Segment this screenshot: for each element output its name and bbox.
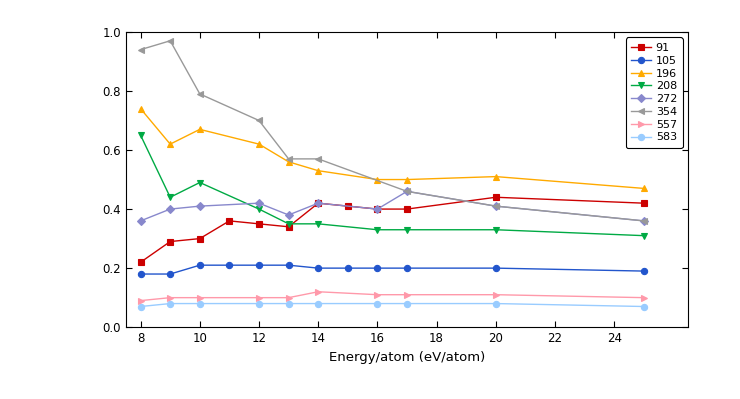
- 583: [314, 301, 323, 306]
- 272: [255, 201, 263, 205]
- 105: [491, 266, 500, 271]
- 196: [639, 186, 648, 191]
- 196: [491, 174, 500, 179]
- 208: [403, 227, 411, 232]
- Line: 557: 557: [138, 288, 647, 304]
- 583: [195, 301, 204, 306]
- Line: 354: 354: [138, 38, 647, 224]
- 196: [255, 142, 263, 146]
- 91: [639, 201, 648, 205]
- 354: [255, 118, 263, 123]
- 196: [195, 127, 204, 132]
- 583: [255, 301, 263, 306]
- 272: [314, 201, 323, 205]
- 272: [491, 204, 500, 209]
- 105: [195, 263, 204, 268]
- 272: [403, 189, 411, 194]
- 354: [314, 156, 323, 161]
- 105: [403, 266, 411, 271]
- 208: [639, 233, 648, 238]
- 196: [403, 177, 411, 182]
- 105: [284, 263, 293, 268]
- 196: [314, 168, 323, 173]
- 583: [491, 301, 500, 306]
- 583: [136, 304, 145, 309]
- Line: 272: 272: [138, 188, 647, 224]
- 196: [166, 142, 175, 146]
- Line: 208: 208: [138, 132, 647, 239]
- 354: [195, 91, 204, 96]
- 105: [639, 269, 648, 273]
- 557: [373, 292, 382, 297]
- 272: [136, 219, 145, 223]
- 91: [491, 195, 500, 200]
- 557: [491, 292, 500, 297]
- 583: [166, 301, 175, 306]
- 105: [136, 272, 145, 277]
- 208: [373, 227, 382, 232]
- 91: [166, 239, 175, 244]
- 354: [639, 219, 648, 223]
- 354: [491, 204, 500, 209]
- 583: [403, 301, 411, 306]
- 557: [255, 295, 263, 300]
- 354: [166, 38, 175, 43]
- 208: [166, 195, 175, 200]
- 91: [343, 204, 352, 209]
- 557: [314, 289, 323, 294]
- 272: [639, 219, 648, 223]
- 91: [255, 221, 263, 226]
- 105: [373, 266, 382, 271]
- 91: [403, 207, 411, 211]
- 196: [373, 177, 382, 182]
- 91: [195, 236, 204, 241]
- 208: [491, 227, 500, 232]
- 583: [284, 301, 293, 306]
- 208: [314, 221, 323, 226]
- X-axis label: Energy/atom (eV/atom): Energy/atom (eV/atom): [329, 351, 485, 363]
- 91: [136, 260, 145, 265]
- Line: 91: 91: [138, 194, 647, 265]
- 105: [166, 272, 175, 277]
- 208: [136, 133, 145, 138]
- Legend: 91, 105, 196, 208, 272, 354, 557, 583: 91, 105, 196, 208, 272, 354, 557, 583: [626, 38, 682, 148]
- 272: [373, 207, 382, 211]
- 557: [195, 295, 204, 300]
- 272: [166, 207, 175, 211]
- 557: [639, 295, 648, 300]
- Line: 583: 583: [138, 300, 647, 310]
- 272: [195, 204, 204, 209]
- 91: [225, 219, 234, 223]
- 105: [314, 266, 323, 271]
- Line: 105: 105: [138, 262, 647, 277]
- 557: [166, 295, 175, 300]
- 105: [255, 263, 263, 268]
- 91: [284, 224, 293, 229]
- 196: [136, 106, 145, 111]
- 208: [284, 221, 293, 226]
- 91: [373, 207, 382, 211]
- 354: [284, 156, 293, 161]
- 557: [284, 295, 293, 300]
- 196: [284, 160, 293, 164]
- 557: [136, 298, 145, 303]
- 583: [373, 301, 382, 306]
- 208: [255, 207, 263, 211]
- 557: [403, 292, 411, 297]
- 105: [343, 266, 352, 271]
- 91: [314, 201, 323, 205]
- 272: [284, 213, 293, 217]
- Line: 196: 196: [138, 106, 647, 192]
- 354: [136, 47, 145, 52]
- 105: [225, 263, 234, 268]
- 208: [195, 180, 204, 185]
- 583: [639, 304, 648, 309]
- 354: [403, 189, 411, 194]
